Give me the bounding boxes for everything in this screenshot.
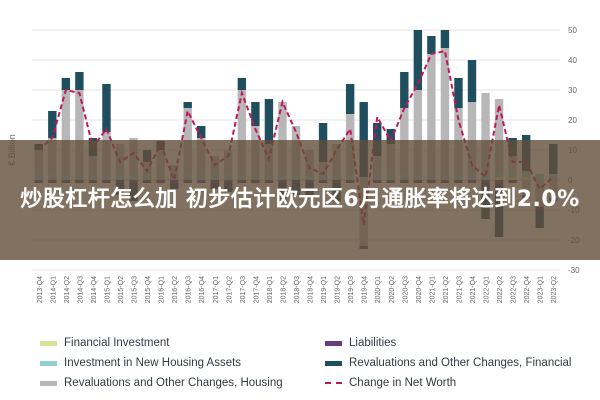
bar-segment [197,126,206,138]
legend-swatch [325,340,342,346]
legend-swatch-dashed [325,382,342,384]
x-tick-label: 2022-Q4 [524,276,531,303]
x-tick-label: 2023-Q2 [551,276,558,303]
x-tick-label: 2016-Q2 [172,276,179,303]
x-tick-label: 2014-Q4 [91,276,98,303]
bar-segment [400,72,409,108]
x-tick-label: 2020-Q4 [416,276,423,303]
legend-item-reval-financial: Revaluations and Other Changes, Financia… [325,354,571,372]
x-tick-label: 2021-Q3 [456,276,463,303]
x-tick-label: 2019-Q3 [348,276,355,303]
y-tick-label: 30 [568,86,577,95]
bar-segment [481,93,490,174]
x-tick-labels: 2013-Q4 2014-Q1 2014-Q2 2014-Q3 2014-Q4 2015-… [37,276,558,303]
x-tick-label: 2022-Q1 [484,276,491,303]
legend-label: Revaluations and Other Changes, Financia… [349,357,572,369]
y-tick-label: -30 [568,266,580,275]
legend-swatch [325,360,342,366]
legend-item-liabilities: Liabilities [325,334,396,352]
x-tick-label: 2014-Q2 [64,276,71,303]
bar-segment [467,60,477,102]
bar-segment [237,90,247,174]
bar-segment [494,99,504,171]
legend-item-new-housing: Investment in New Housing Assets [40,354,241,372]
legend-label: Change in Net Worth [349,377,457,389]
x-tick-label: 2017-Q4 [253,276,260,303]
bar-segment [427,36,436,54]
bar-segment [48,111,57,138]
x-tick-label: 2023-Q1 [538,276,545,303]
bar-segment [373,123,382,156]
bar-segment [102,84,111,132]
x-tick-label: 2015-Q2 [118,276,125,303]
x-tick-label: 2018-Q3 [294,276,301,303]
legend-label: Investment in New Housing Assets [64,357,242,369]
legend-swatch [40,380,57,386]
x-tick-label: 2017-Q2 [226,276,233,303]
x-tick-label: 2015-Q4 [145,276,152,303]
bar-segment [264,99,274,144]
bar-segment [454,78,463,108]
x-tick-label: 2021-Q1 [429,276,436,303]
y-tick-label: 50 [568,26,577,35]
bar-segment [413,90,423,174]
x-tick-label: 2017-Q1 [213,276,220,303]
bar-segment [237,78,247,90]
bar-segment [345,84,355,114]
bar-segment [413,30,423,90]
bar-segment [278,102,287,174]
x-tick-label: 2017-Q3 [240,276,247,303]
x-tick-label: 2018-Q2 [280,276,287,303]
x-tick-label: 2020-Q2 [389,276,396,303]
legend-swatch [40,340,57,346]
bar-segment [183,102,192,108]
bar-segment [440,30,450,48]
legend-label: Liabilities [349,337,397,349]
x-tick-label: 2015-Q1 [104,276,111,303]
x-tick-label: 2020-Q1 [375,276,382,303]
bar-segment [386,129,395,144]
legend-label: Financial Investment [64,337,170,349]
bar-segment [251,102,260,126]
bar-segment [359,102,368,177]
x-tick-label: 2022-Q3 [511,276,518,303]
x-tick-label: 2022-Q2 [497,276,504,303]
bar-segment [427,54,436,174]
bar-segment [467,102,477,174]
x-tick-label: 2014-Q1 [50,276,57,303]
legend-swatch [40,360,57,366]
x-tick-label: 2021-Q2 [443,276,450,303]
x-tick-label: 2016-Q3 [186,276,193,303]
x-tick-label: 2021-Q4 [470,276,477,303]
y-tick-label: 20 [568,116,577,125]
legend-label: Revaluations and Other Changes, Housing [64,377,283,389]
legend-item-net-worth: Change in Net Worth [325,374,456,392]
banner-title: 炒股杠杆怎么加 初步估计欧元区6月通胀率将达到2.0% [20,187,580,212]
chart-legend: Financial Investment Liabilities Investm… [40,334,600,394]
legend-item-reval-housing: Revaluations and Other Changes, Housing [40,374,283,392]
x-tick-label: 2019-Q2 [335,276,342,303]
bar-segment [61,90,71,174]
x-tick-label: 2019-Q4 [362,276,369,303]
bar-segment [440,48,450,174]
bar-segment [75,90,84,174]
legend-item-financial-investment: Financial Investment [40,334,169,352]
x-tick-label: 2018-Q4 [308,276,315,303]
x-tick-label: 2020-Q3 [402,276,409,303]
x-tick-label: 2013-Q4 [37,276,44,303]
bar-segment [75,72,84,90]
x-tick-label: 2016-Q4 [199,276,206,303]
x-tick-label: 2014-Q3 [77,276,84,303]
x-tick-label: 2015-Q3 [132,276,139,303]
x-tick-label: 2019-Q1 [321,276,328,303]
y-tick-label: 40 [568,56,577,65]
x-tick-label: 2018-Q1 [267,276,274,303]
bar-segment [61,78,71,90]
overlay-banner: 炒股杠杆怎么加 初步估计欧元区6月通胀率将达到2.0% [0,140,600,260]
x-tick-label: 2016-Q1 [159,276,166,303]
